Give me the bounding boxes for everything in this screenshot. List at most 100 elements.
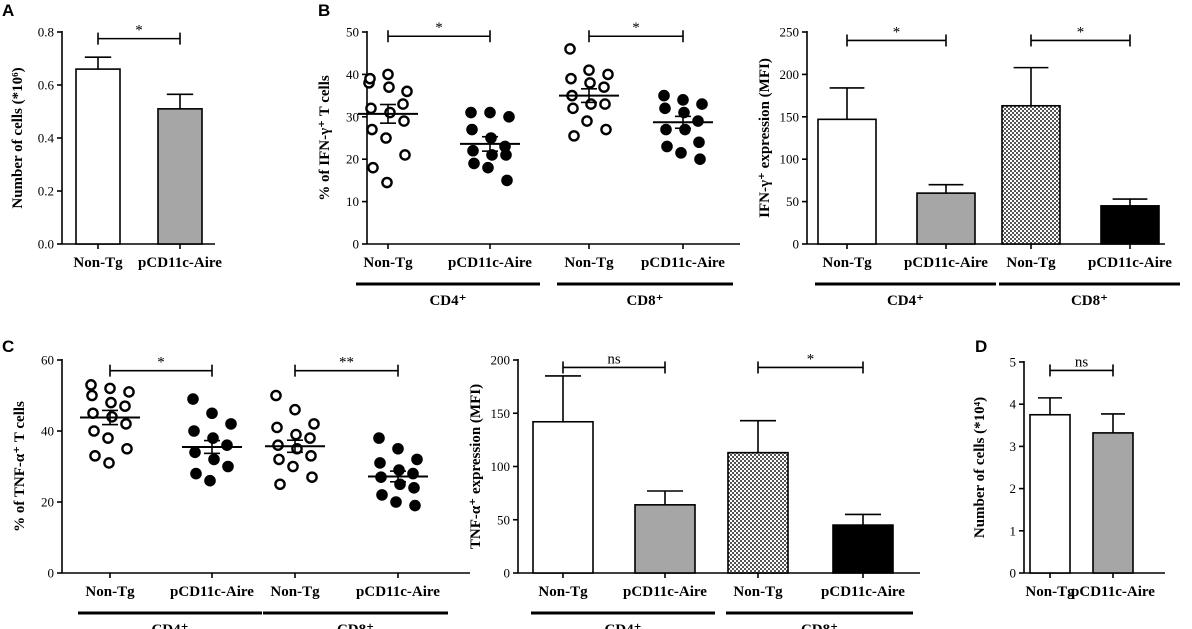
significance-label: * — [1077, 24, 1085, 40]
group-label: CD4⁺ — [151, 622, 188, 629]
data-point — [365, 102, 377, 115]
data-point — [658, 89, 670, 102]
significance-label: * — [435, 20, 443, 36]
x-tick-label: pCD11c-Aire — [1088, 255, 1172, 271]
x-tick-label: pCD11c-Aire — [356, 584, 440, 600]
data-point — [408, 481, 420, 494]
y-tick-label: 0.0 — [38, 237, 54, 252]
data-point — [104, 382, 116, 395]
data-point — [364, 72, 376, 85]
significance-label: * — [135, 23, 143, 39]
data-point — [273, 453, 285, 466]
x-tick-label: pCD11c-Aire — [641, 255, 725, 271]
data-point — [86, 389, 98, 402]
data-point — [583, 64, 595, 76]
bar — [1100, 205, 1160, 245]
y-axis-title: Number of cells (*10⁶) — [10, 67, 26, 208]
x-tick-label: Non-Tg — [733, 584, 783, 600]
group-label: CD4⁺ — [887, 293, 924, 309]
bar — [157, 108, 203, 245]
bar — [634, 504, 696, 574]
panel-label-c: C — [2, 337, 14, 356]
data-point — [411, 453, 423, 466]
x-tick-label: pCD11c-Aire — [138, 255, 222, 271]
data-point — [306, 471, 318, 483]
x-tick-label: pCD11c-Aire — [448, 255, 532, 271]
y-tick-label: 200 — [780, 67, 800, 82]
data-point — [393, 464, 405, 476]
y-tick-label: 1 — [1010, 523, 1017, 538]
data-point — [89, 450, 101, 462]
bar — [916, 192, 976, 245]
data-point — [390, 496, 402, 508]
data-point — [274, 478, 286, 491]
data-point — [105, 396, 117, 409]
data-point — [190, 467, 202, 480]
y-tick-label: 0 — [1010, 566, 1017, 581]
x-tick-label: pCD11c-Aire — [904, 255, 988, 271]
x-tick-label: pCD11c-Aire — [170, 584, 254, 600]
data-point — [304, 432, 316, 444]
significance-label: ** — [339, 355, 354, 371]
data-point — [206, 407, 218, 420]
chart-panel-b-scatter: 0 10 20 30 40 50 % of IFN-γ⁺ T cells Non-Tg pCD1… — [317, 20, 740, 309]
data-point — [598, 81, 610, 93]
data-point — [692, 115, 704, 127]
data-point — [398, 115, 410, 127]
data-point — [366, 123, 378, 136]
significance-label: ns — [1075, 354, 1089, 370]
data-point — [503, 111, 515, 123]
data-point — [485, 132, 497, 144]
x-tick-label: Non-Tg — [538, 584, 588, 600]
y-tick-label: 50 — [346, 25, 359, 40]
x-tick-label: Non-Tg — [1006, 255, 1056, 271]
data-point — [565, 72, 577, 85]
data-point — [677, 94, 689, 106]
group-label: CD8⁺ — [1071, 293, 1108, 309]
data-point — [564, 43, 576, 55]
data-point — [225, 418, 237, 430]
data-point — [272, 439, 284, 452]
data-point — [401, 85, 413, 98]
data-point — [221, 439, 233, 452]
data-point — [693, 136, 705, 149]
data-point — [409, 499, 421, 512]
chart-panel-b-bars: 0 50 100 150 200 250 IFN-γ⁺ expression (MFI) No… — [757, 24, 1180, 309]
data-point — [383, 81, 395, 93]
x-tick-label: Non-Tg — [73, 255, 123, 271]
panel-label-b: B — [318, 1, 330, 20]
data-point — [287, 460, 299, 473]
data-point — [384, 106, 396, 119]
y-tick-label: 0.2 — [38, 184, 54, 199]
data-point — [121, 442, 133, 455]
data-point — [290, 428, 302, 441]
bar — [532, 420, 594, 574]
data-point — [468, 157, 480, 170]
chart-panel-c-scatter: 0 20 40 60 % of TNF-α⁺ T cells Non-Tg pCD11c-A… — [12, 353, 470, 629]
data-point — [305, 450, 317, 462]
significance-label: * — [157, 355, 165, 371]
data-point — [694, 153, 706, 165]
data-point — [380, 132, 392, 144]
y-axis-title: % of IFN-γ⁺ T cells — [317, 75, 333, 201]
significance-label: * — [632, 20, 640, 36]
data-point — [599, 98, 611, 110]
y-axis-title: Number of cells (*10⁴) — [972, 397, 988, 538]
bar — [832, 524, 894, 574]
y-tick-label: 150 — [780, 109, 800, 124]
data-point — [660, 123, 672, 136]
bar — [1001, 104, 1061, 245]
data-point — [120, 418, 132, 430]
y-tick-label: 0 — [353, 237, 360, 252]
chart-panel-c-bars: 0 50 100 150 200 TNF-α⁺ expression (MFI) Non-T… — [468, 351, 920, 629]
y-axis-title: TNF-α⁺ expression (MFI) — [468, 384, 484, 549]
x-tick-label: Non-Tg — [564, 255, 614, 271]
data-point — [500, 149, 512, 161]
data-point — [381, 176, 393, 189]
y-tick-label: 0.6 — [38, 78, 55, 93]
bar — [75, 68, 121, 245]
data-point — [222, 460, 234, 473]
y-tick-label: 50 — [786, 194, 799, 209]
group-label: CD8⁺ — [337, 622, 374, 629]
data-point — [466, 123, 478, 136]
